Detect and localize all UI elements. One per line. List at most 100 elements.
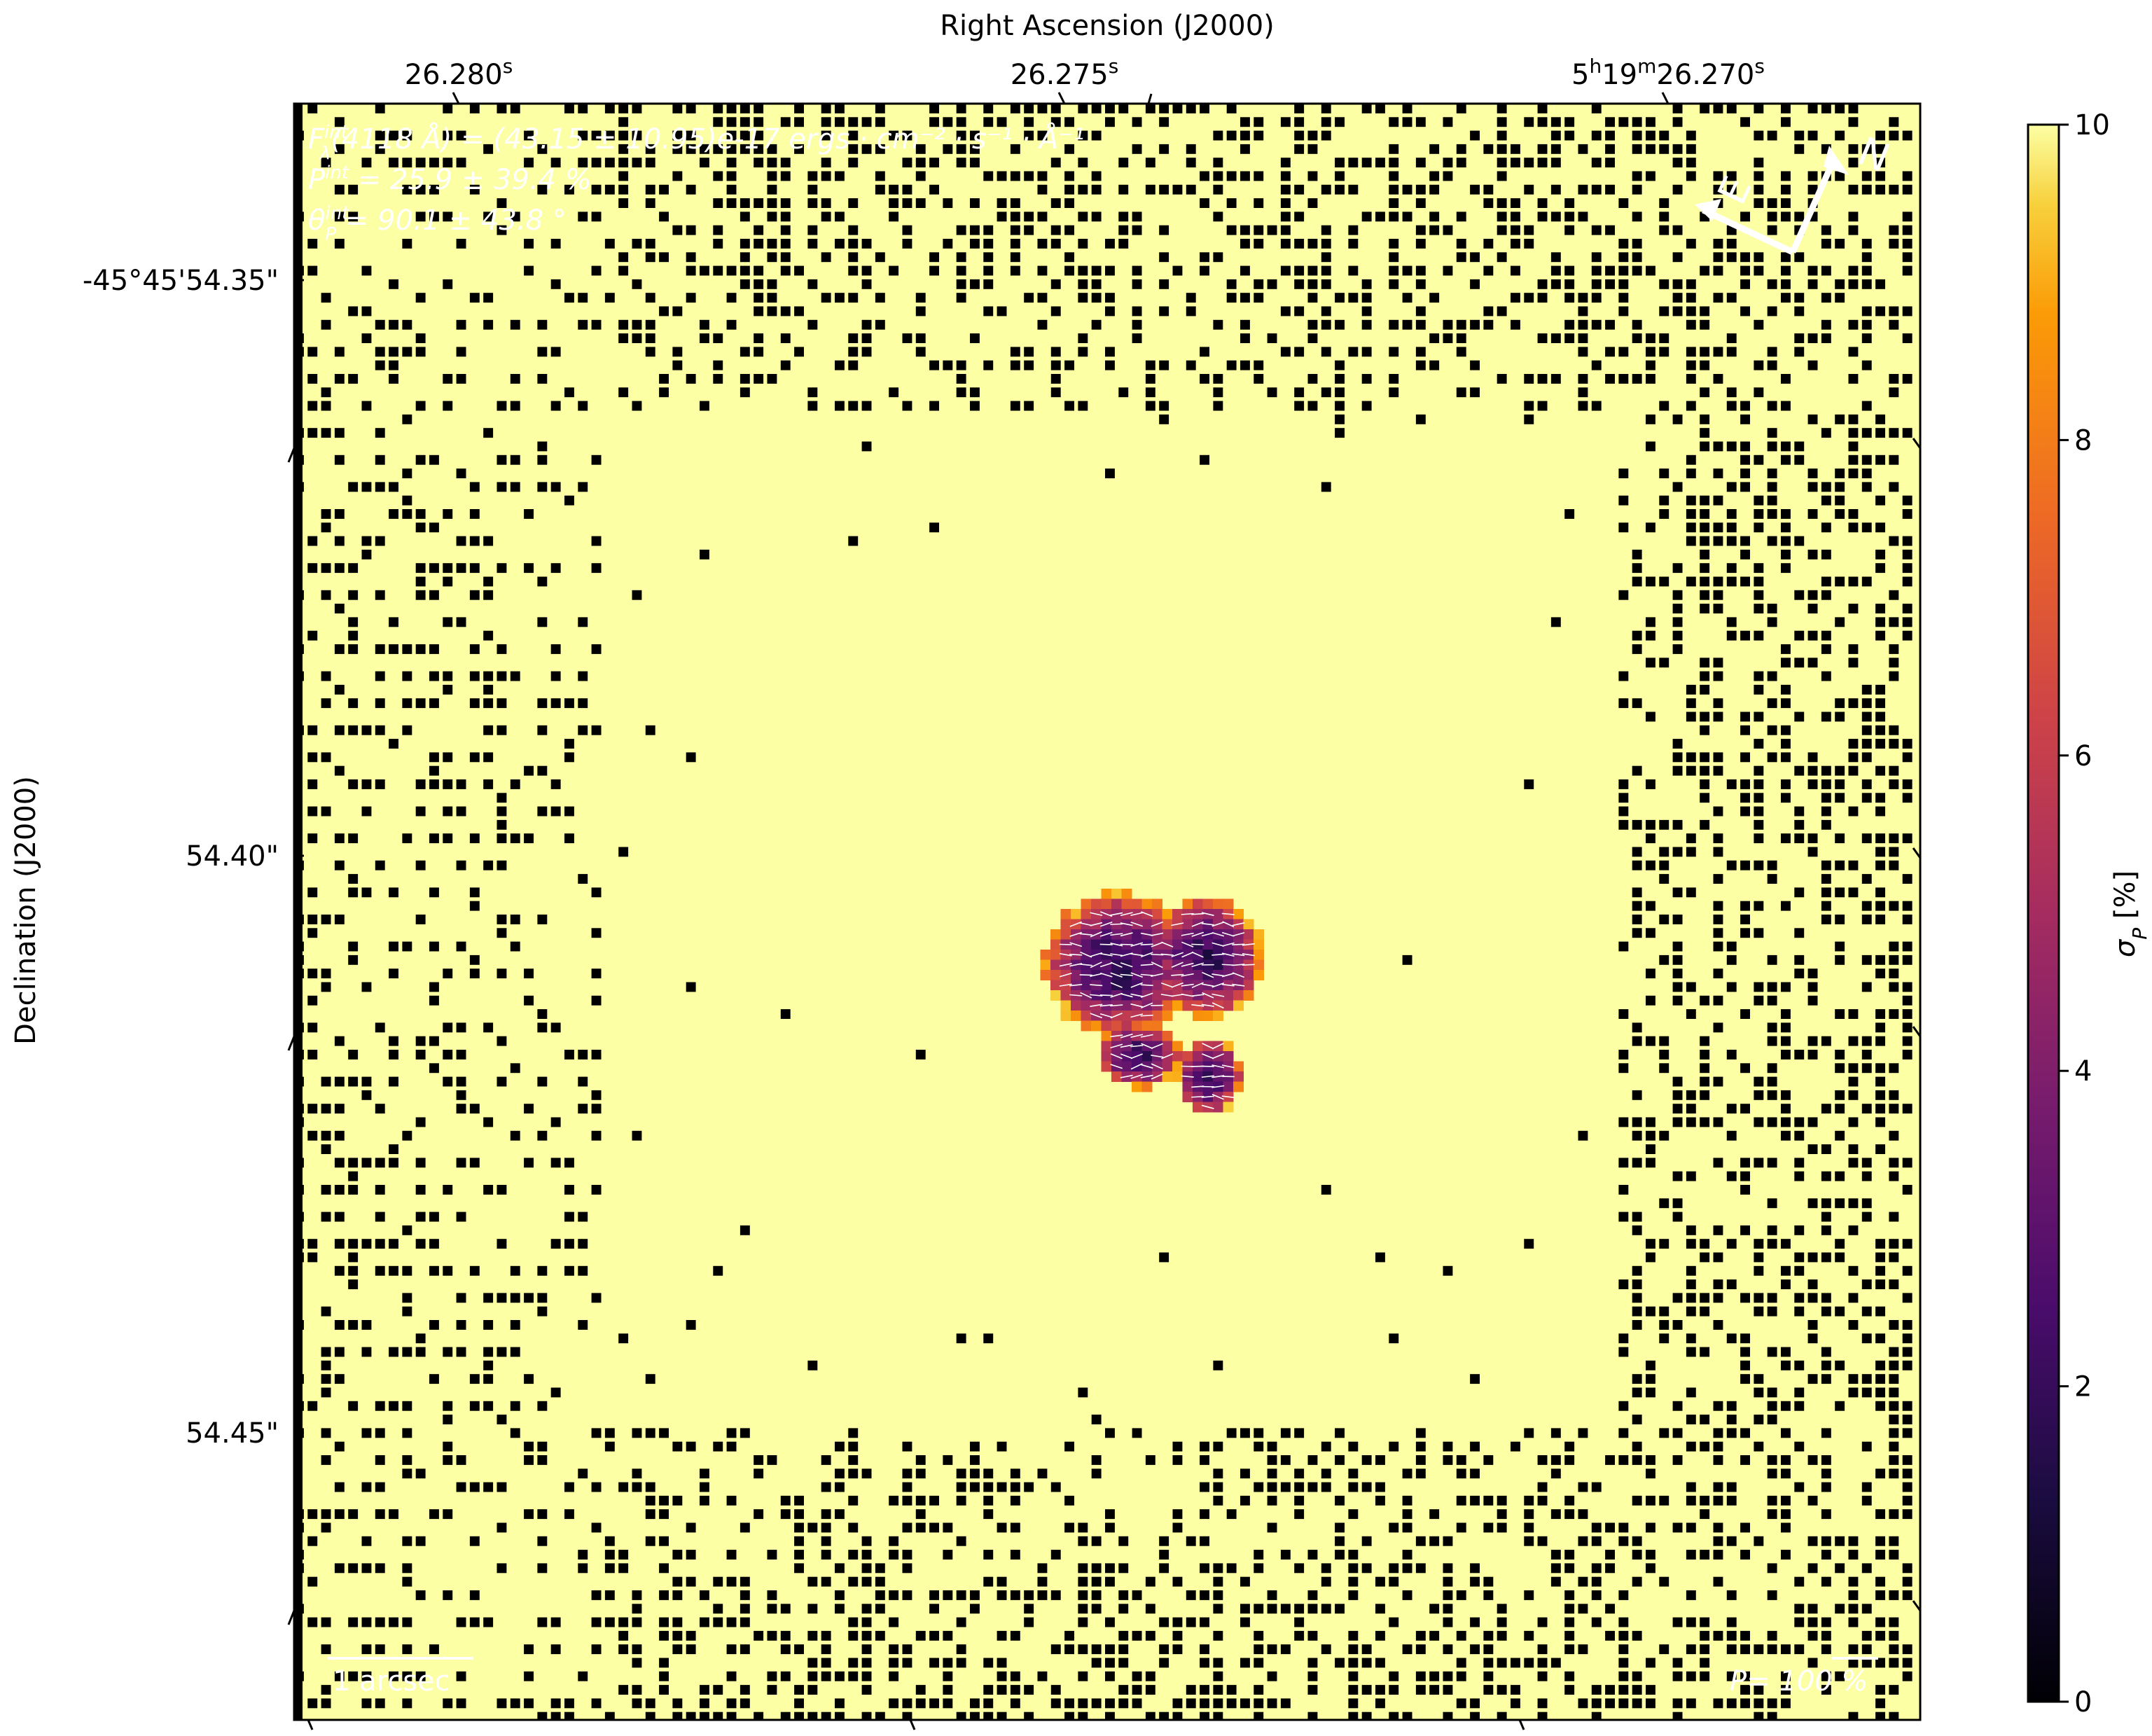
masked-pixel bbox=[1321, 117, 1331, 127]
masked-pixel bbox=[700, 1711, 709, 1720]
masked-pixel bbox=[754, 1509, 764, 1520]
masked-pixel bbox=[1618, 819, 1629, 830]
masked-pixel bbox=[375, 347, 385, 357]
masked-pixel bbox=[1497, 1617, 1507, 1627]
masked-pixel bbox=[1240, 1495, 1250, 1506]
masked-pixel bbox=[1511, 198, 1520, 208]
masked-pixel bbox=[983, 1685, 994, 1695]
masked-pixel bbox=[1010, 1522, 1020, 1533]
masked-pixel bbox=[848, 333, 859, 343]
masked-pixel bbox=[970, 401, 980, 411]
masked-pixel bbox=[645, 252, 655, 263]
masked-pixel bbox=[456, 860, 466, 870]
masked-pixel bbox=[402, 1671, 412, 1681]
masked-pixel bbox=[1875, 1036, 1885, 1046]
masked-pixel bbox=[1767, 1306, 1777, 1317]
masked-pixel bbox=[1875, 1550, 1885, 1560]
masked-pixel bbox=[550, 698, 561, 709]
source-pixel bbox=[1223, 1102, 1234, 1113]
masked-pixel bbox=[1280, 211, 1291, 222]
masked-pixel bbox=[1861, 306, 1872, 317]
masked-pixel bbox=[1091, 1590, 1102, 1600]
masked-pixel bbox=[415, 1536, 426, 1546]
masked-pixel bbox=[1497, 198, 1507, 208]
masked-pixel bbox=[389, 360, 398, 370]
masked-pixel bbox=[1781, 1022, 1791, 1033]
masked-pixel bbox=[1375, 1658, 1385, 1668]
pol-vector bbox=[1141, 952, 1153, 958]
masked-pixel bbox=[1807, 779, 1818, 789]
masked-pixel bbox=[321, 428, 331, 438]
masked-pixel bbox=[1105, 293, 1115, 303]
masked-pixel bbox=[564, 1158, 574, 1168]
masked-pixel bbox=[943, 117, 953, 127]
masked-pixel bbox=[686, 265, 696, 276]
masked-pixel bbox=[361, 806, 372, 817]
masked-pixel bbox=[1686, 1495, 1696, 1506]
masked-pixel bbox=[1321, 104, 1331, 113]
masked-pixel bbox=[321, 1509, 331, 1520]
masked-pixel bbox=[1821, 806, 1831, 817]
masked-pixel bbox=[604, 158, 615, 168]
masked-pixel bbox=[1713, 522, 1723, 533]
masked-pixel bbox=[1686, 1306, 1696, 1317]
masked-pixel bbox=[321, 1130, 331, 1141]
masked-pixel bbox=[1700, 495, 1710, 506]
masked-pixel bbox=[1415, 347, 1426, 357]
pol-vector bbox=[1201, 1075, 1214, 1078]
masked-pixel bbox=[578, 1265, 588, 1276]
masked-pixel bbox=[1726, 441, 1737, 452]
masked-pixel bbox=[1740, 252, 1750, 263]
masked-pixel bbox=[1902, 509, 1912, 519]
masked-pixel bbox=[497, 225, 507, 235]
masked-pixel bbox=[1700, 1630, 1710, 1641]
masked-pixel bbox=[767, 1455, 777, 1465]
masked-pixel bbox=[1821, 1550, 1831, 1560]
masked-pixel bbox=[1659, 1428, 1669, 1438]
masked-pixel bbox=[1835, 1563, 1845, 1574]
pol-vector bbox=[1110, 1004, 1123, 1007]
masked-pixel bbox=[429, 158, 439, 168]
masked-pixel bbox=[1740, 725, 1750, 735]
colorbar-tick-label: 0 bbox=[2074, 1686, 2092, 1718]
masked-pixel bbox=[1200, 1455, 1209, 1465]
masked-pixel bbox=[1794, 1482, 1805, 1492]
pol-vector bbox=[1120, 1053, 1133, 1060]
masked-pixel bbox=[1240, 360, 1250, 370]
masked-pixel bbox=[1483, 1630, 1494, 1641]
masked-pixel bbox=[1807, 1320, 1818, 1330]
masked-pixel bbox=[1497, 1522, 1507, 1533]
masked-pixel bbox=[726, 104, 737, 113]
masked-pixel bbox=[402, 698, 412, 709]
masked-pixel bbox=[1821, 1036, 1831, 1046]
masked-pixel bbox=[524, 1293, 534, 1303]
masked-pixel bbox=[1848, 576, 1859, 587]
masked-pixel bbox=[1767, 698, 1777, 709]
masked-pixel bbox=[591, 319, 602, 330]
masked-pixel bbox=[1524, 158, 1534, 168]
masked-pixel bbox=[713, 1711, 723, 1720]
masked-pixel bbox=[564, 1509, 574, 1520]
masked-pixel bbox=[578, 1104, 588, 1114]
masked-pixel bbox=[1767, 604, 1777, 613]
masked-pixel bbox=[321, 1428, 331, 1438]
masked-pixel bbox=[1618, 1536, 1629, 1546]
masked-pixel bbox=[1821, 1644, 1831, 1655]
masked-pixel bbox=[902, 1522, 912, 1533]
masked-pixel bbox=[1591, 184, 1602, 195]
masked-pixel bbox=[1794, 306, 1805, 317]
masked-pixel bbox=[1848, 806, 1859, 817]
masked-pixel bbox=[1767, 1711, 1777, 1720]
masked-pixel bbox=[1835, 954, 1845, 965]
masked-pixel bbox=[1767, 482, 1777, 492]
masked-pixel bbox=[456, 468, 466, 478]
masked-pixel bbox=[956, 1644, 966, 1655]
masked-pixel bbox=[1781, 1401, 1791, 1411]
masked-pixel bbox=[1348, 1671, 1359, 1681]
pol-vector bbox=[1099, 931, 1113, 937]
masked-pixel bbox=[1848, 1387, 1859, 1398]
masked-pixel bbox=[848, 225, 859, 235]
masked-pixel bbox=[1875, 1685, 1885, 1695]
masked-pixel bbox=[1672, 1617, 1683, 1627]
source-pixel bbox=[1040, 950, 1051, 960]
